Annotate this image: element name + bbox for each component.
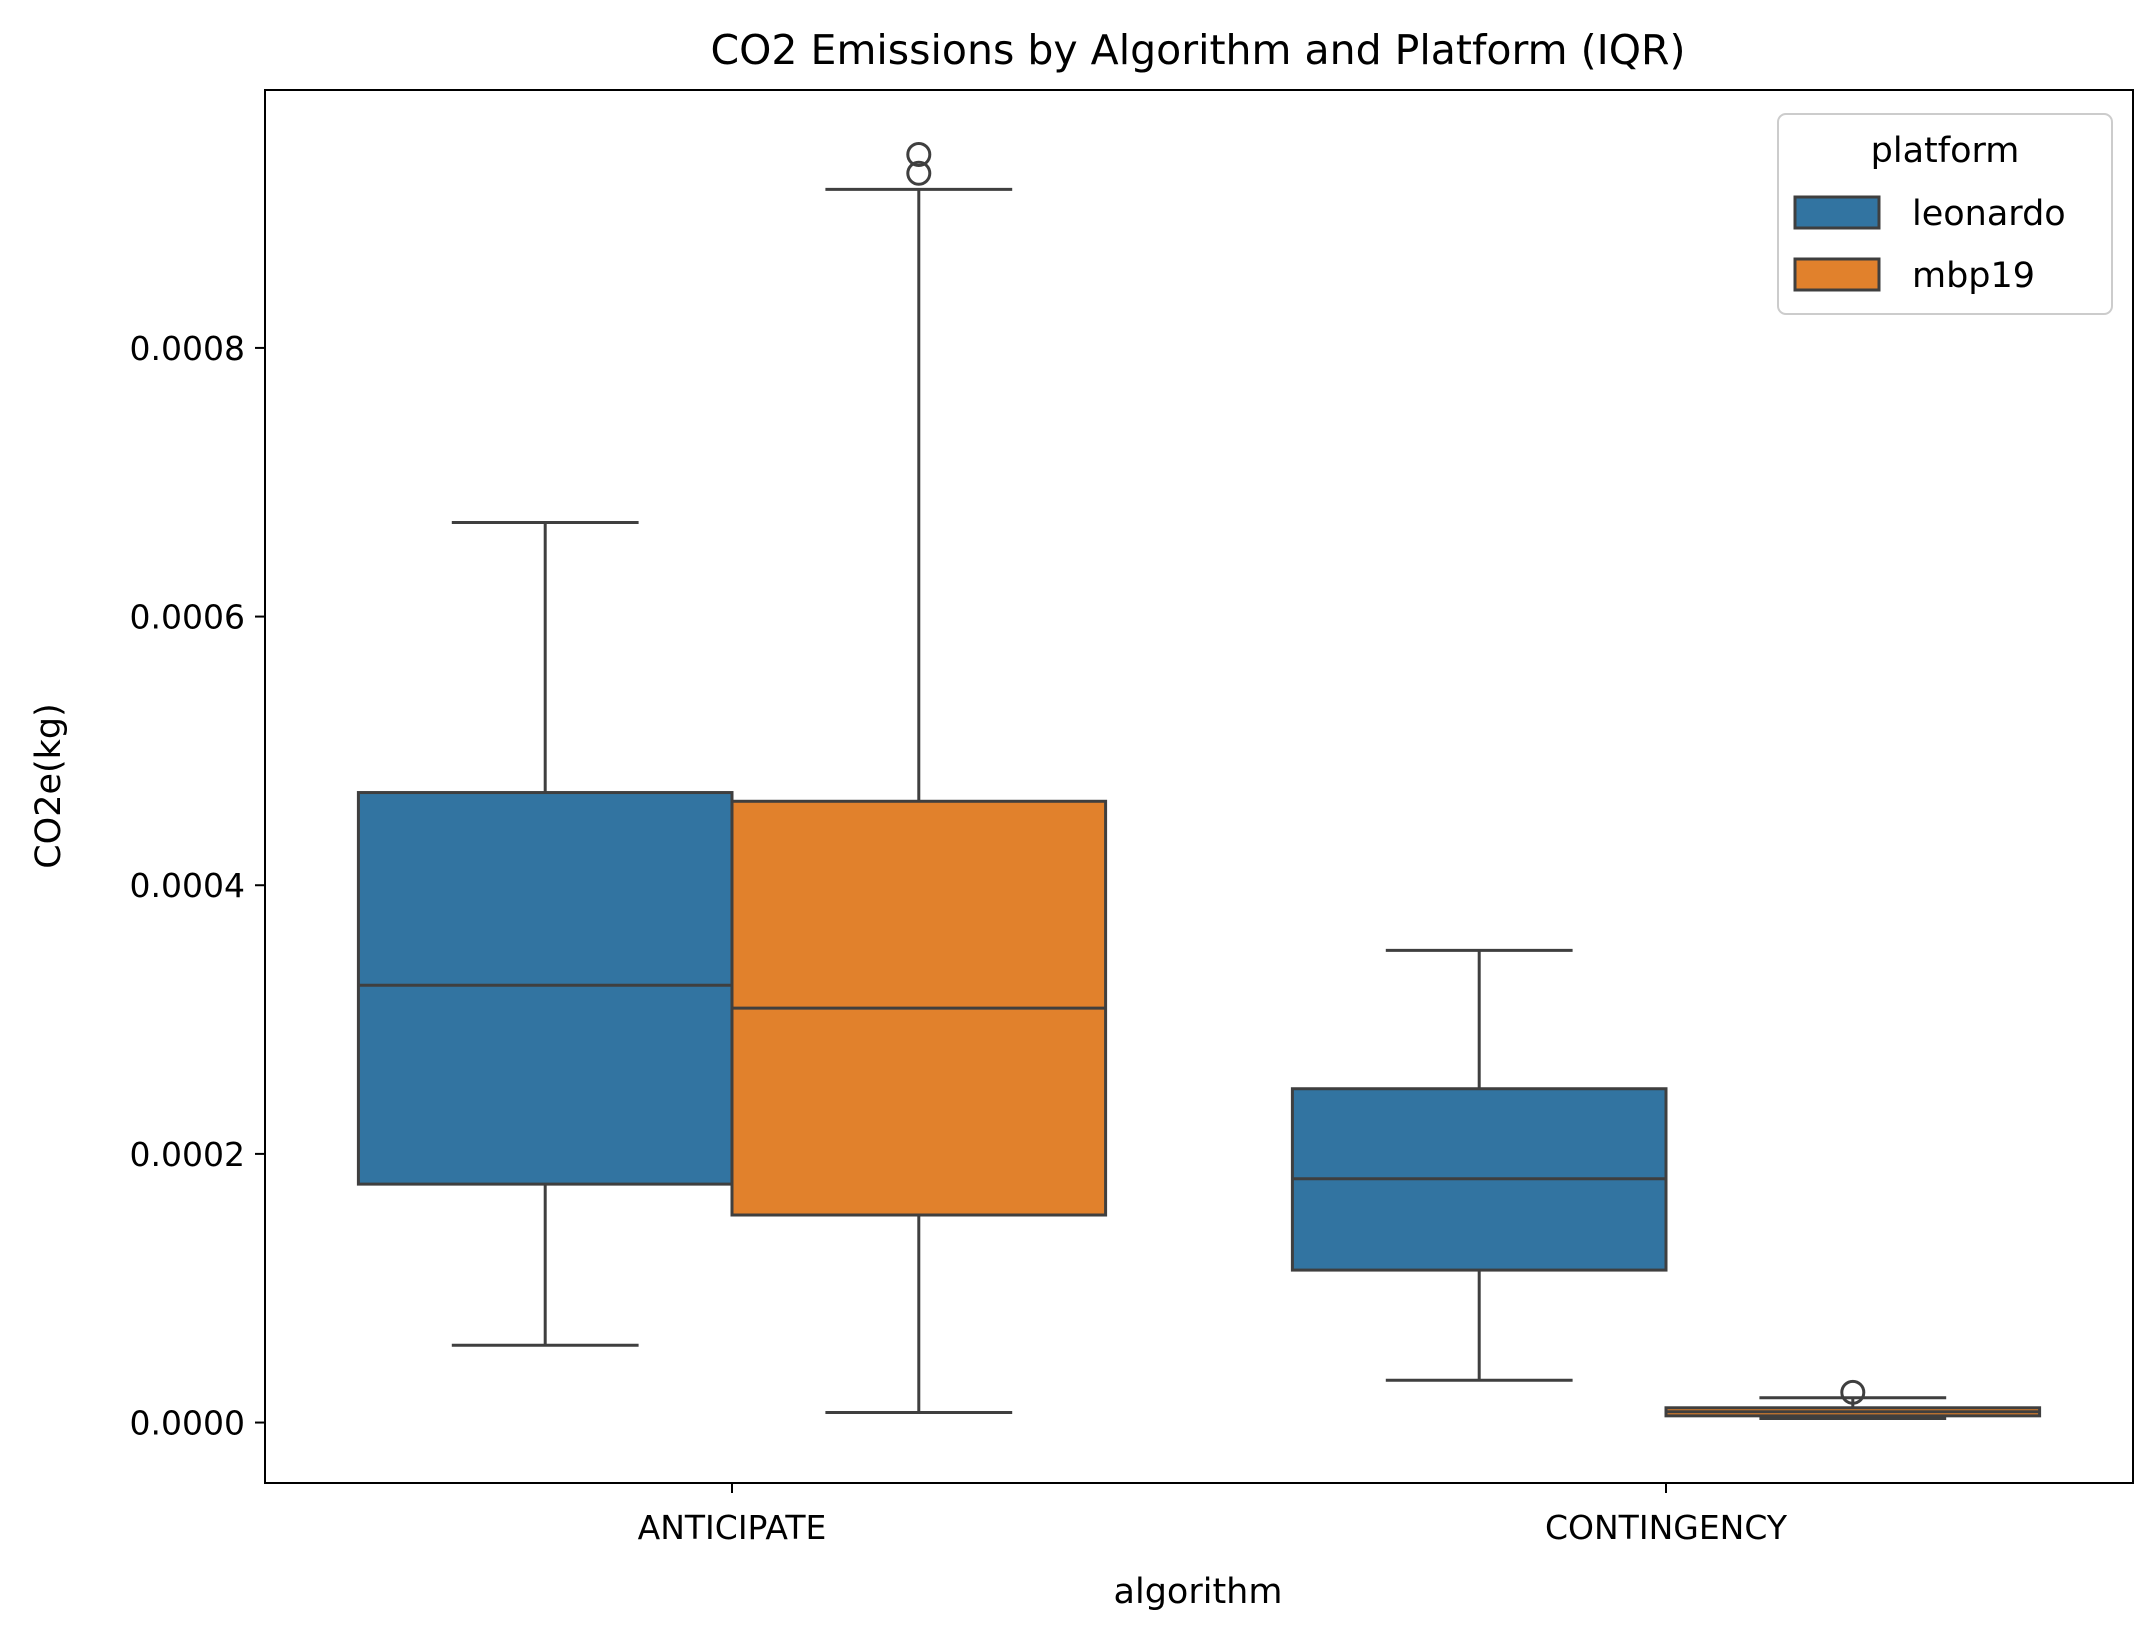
y-tick-label-0: 0.0000 (130, 1404, 245, 1443)
y-axis: 0.0000 0.0002 0.0004 0.0006 0.0008 (130, 329, 265, 1443)
legend-label-mbp19: mbp19 (1912, 256, 2035, 296)
x-axis: ANTICIPATE CONTINGENCY (638, 1483, 1788, 1547)
legend-swatch-mbp19 (1793, 257, 1881, 292)
legend-swatch-leonardo (1793, 195, 1881, 230)
box-plots (356, 141, 2042, 1421)
outlier-point-mbp19-anticipate-1 (906, 160, 932, 186)
y-tick-label-3: 0.0006 (130, 598, 245, 637)
box-group-leonardo-anticipate (356, 521, 734, 1347)
legend-title: platform (1871, 131, 2020, 171)
y-tick-label-1: 0.0002 (130, 1135, 245, 1174)
y-axis-label: CO2e(kg) (29, 703, 69, 869)
legend: platform leonardo mbp19 (1777, 113, 2113, 315)
box-group-leonardo-contingency (1290, 948, 1668, 1382)
box-group-mbp19-anticipate (730, 141, 1108, 1414)
y-tick-label-4: 0.0008 (130, 329, 245, 368)
x-axis-label: algorithm (1114, 1572, 1283, 1612)
plot-frame (264, 89, 2134, 1484)
chart-title: CO2 Emissions by Algorithm and Platform … (711, 26, 1686, 74)
box-leonardo-anticipate (356, 791, 734, 1186)
x-tick-label-anticipate: ANTICIPATE (638, 1508, 827, 1547)
box-group-mbp19-contingency (1664, 1379, 2042, 1421)
y-tick-label-2: 0.0004 (130, 866, 245, 905)
x-tick-label-contingency: CONTINGENCY (1545, 1508, 1788, 1547)
outlier-point-mbp19-contingency-0 (1840, 1379, 1866, 1405)
legend-label-leonardo: leonardo (1912, 194, 2066, 234)
outlier-point-mbp19-anticipate-0 (906, 141, 932, 167)
